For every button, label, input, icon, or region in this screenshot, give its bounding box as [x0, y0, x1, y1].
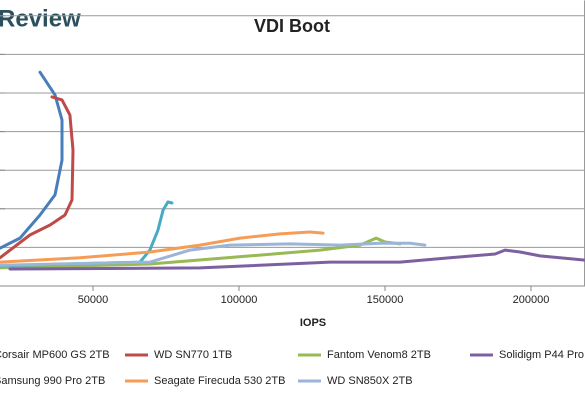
legend-label: Solidigm P44 Pro 2TB — [499, 349, 585, 361]
chart-title: VDI Boot — [254, 16, 330, 36]
series-line — [8, 248, 585, 271]
legend-label: WD SN850X 2TB — [327, 375, 413, 387]
x-tick-label: 150000 — [367, 294, 404, 306]
series-line — [0, 230, 325, 264]
series-line — [0, 236, 402, 270]
x-tick-label: 200000 — [513, 294, 550, 306]
series-line — [0, 95, 75, 260]
legend-label: Seagate Firecuda 530 2TB — [154, 375, 285, 387]
legend-label: Fantom Venom8 2TB — [327, 349, 431, 361]
x-axis-label: IOPS — [300, 317, 326, 329]
legend-label: Corsair MP600 GS 2TB — [0, 349, 110, 361]
logo: Review — [0, 5, 81, 32]
series-line — [0, 241, 427, 267]
legend-label: WD SN770 1TB — [154, 349, 232, 361]
legend-label: Samsung 990 Pro 2TB — [0, 375, 105, 387]
x-tick-label: 50000 — [78, 294, 109, 306]
x-tick-label: 100000 — [221, 294, 258, 306]
